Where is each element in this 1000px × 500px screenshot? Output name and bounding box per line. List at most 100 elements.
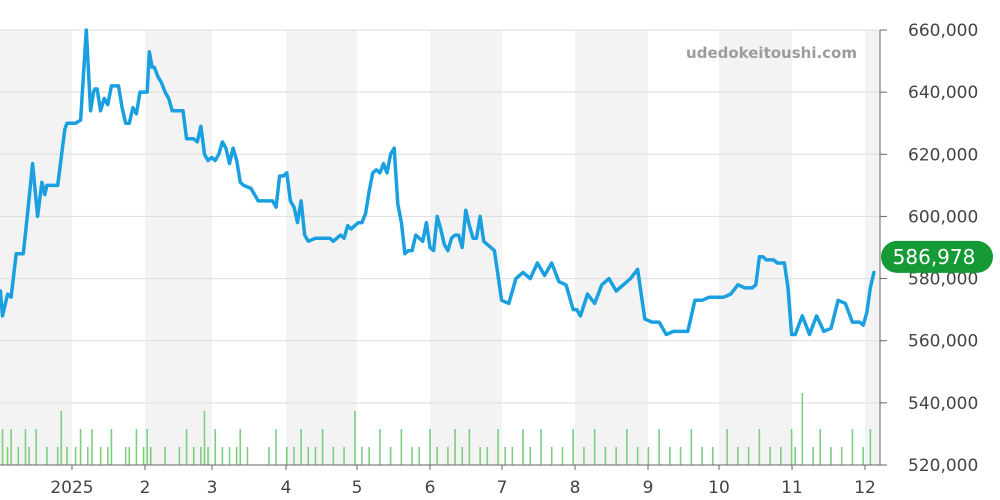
y-axis: 660,000 640,000 620,000 600,000 580,000 560,0… xyxy=(879,21,978,476)
volume-bar xyxy=(343,447,345,465)
volume-bar xyxy=(239,429,242,465)
x-tick-label: 9 xyxy=(643,478,654,498)
volume-bar xyxy=(669,447,671,465)
month-bands xyxy=(0,30,880,465)
volume-bar xyxy=(56,447,59,465)
volume-bar xyxy=(529,447,532,465)
volume-bar xyxy=(712,447,714,465)
volume-bar xyxy=(1,429,4,465)
x-tick-label: 2 xyxy=(140,478,151,498)
volume-bar xyxy=(851,429,854,465)
volume-bar xyxy=(164,447,166,465)
last-price-label: 586,978 xyxy=(893,245,976,269)
volume-bar xyxy=(146,429,148,465)
watermark: udedokeitoushi.com xyxy=(686,44,857,62)
volume-bar xyxy=(192,447,195,465)
volume-bar xyxy=(354,411,356,465)
volume-bar xyxy=(790,429,793,465)
volume-bar xyxy=(66,447,68,465)
volume-bar xyxy=(758,429,761,465)
price-line xyxy=(0,28,876,337)
volume-bar xyxy=(142,447,145,465)
volume-bar xyxy=(178,447,181,465)
volume-bar xyxy=(214,429,216,465)
volume-bar xyxy=(819,429,822,465)
x-tick-label: 8 xyxy=(570,478,581,498)
volume-bar xyxy=(99,447,102,465)
volume-bar xyxy=(461,447,464,465)
volume-bar xyxy=(794,447,796,465)
volume-bar xyxy=(293,447,295,465)
volume-bar xyxy=(747,447,750,465)
volume-bar xyxy=(812,447,814,465)
volume-bar xyxy=(379,429,381,465)
volume-bar xyxy=(550,447,553,465)
volume-bar xyxy=(862,447,864,465)
volume-bar xyxy=(615,447,617,465)
volume-bar xyxy=(307,447,310,465)
volume-bar xyxy=(110,429,113,465)
volume-bar xyxy=(869,429,872,465)
y-tick-label: 560,000 xyxy=(908,332,978,352)
volume-bar xyxy=(561,447,564,465)
volume-bar xyxy=(604,447,607,465)
last-price-badge-box xyxy=(881,240,993,273)
month-band xyxy=(286,30,357,465)
volume-bar xyxy=(79,429,82,465)
y-tick-label: 580,000 xyxy=(908,270,978,290)
volume-bar xyxy=(35,429,37,465)
volume-bar xyxy=(436,447,438,465)
y-tick-label: 520,000 xyxy=(908,456,978,476)
volume-bar xyxy=(246,447,249,465)
x-tick-label: 2025 xyxy=(50,478,93,498)
volume-bar xyxy=(10,429,12,465)
volume-bar xyxy=(486,447,489,465)
volume-bar xyxy=(497,429,499,465)
volume-bar xyxy=(769,447,771,465)
x-axis: 2025 2 3 4 5 6 7 8 9 10 11 12 xyxy=(0,464,880,498)
volume-bar xyxy=(124,447,127,465)
volume-bar xyxy=(86,447,89,465)
volume-bar xyxy=(447,447,449,465)
volume-bar xyxy=(636,447,639,465)
y-tick-label: 640,000 xyxy=(908,83,978,103)
volume-bar xyxy=(135,429,138,465)
volume-bar xyxy=(780,447,782,465)
volume-bar xyxy=(286,447,288,465)
volume-bar xyxy=(690,429,693,465)
volume-bar xyxy=(321,429,324,465)
month-band xyxy=(865,30,880,465)
volume-bar xyxy=(60,411,63,465)
volume-bar xyxy=(221,447,224,465)
x-tick-label: 6 xyxy=(425,478,436,498)
y-tick-label: 600,000 xyxy=(908,207,978,227)
volume-bar xyxy=(17,447,20,465)
volume-bar xyxy=(801,393,804,465)
month-band xyxy=(575,30,648,465)
volume-bar xyxy=(128,447,131,465)
x-tick-label: 10 xyxy=(708,478,730,498)
volume-bars xyxy=(1,393,872,465)
volume-bar xyxy=(411,447,413,465)
volume-bar xyxy=(429,429,431,465)
volume-bar xyxy=(840,447,843,465)
volume-bar xyxy=(185,429,188,465)
volume-bar xyxy=(149,447,152,465)
volume-bar xyxy=(647,447,650,465)
last-price-badge: 586,978 xyxy=(881,240,993,273)
volume-bar xyxy=(400,429,403,465)
volume-bar xyxy=(46,447,48,465)
volume-bar xyxy=(203,411,206,465)
month-band xyxy=(719,30,792,465)
y-tick-label: 540,000 xyxy=(908,394,978,414)
volume-bar xyxy=(583,447,585,465)
y-tick-label: 660,000 xyxy=(908,21,978,41)
volume-bar xyxy=(540,429,542,465)
volume-bar xyxy=(24,429,27,465)
volume-bar xyxy=(91,429,93,465)
volume-bar xyxy=(737,447,739,465)
x-tick-label: 11 xyxy=(781,478,803,498)
volume-bar xyxy=(726,429,728,465)
volume-bar xyxy=(107,447,109,465)
